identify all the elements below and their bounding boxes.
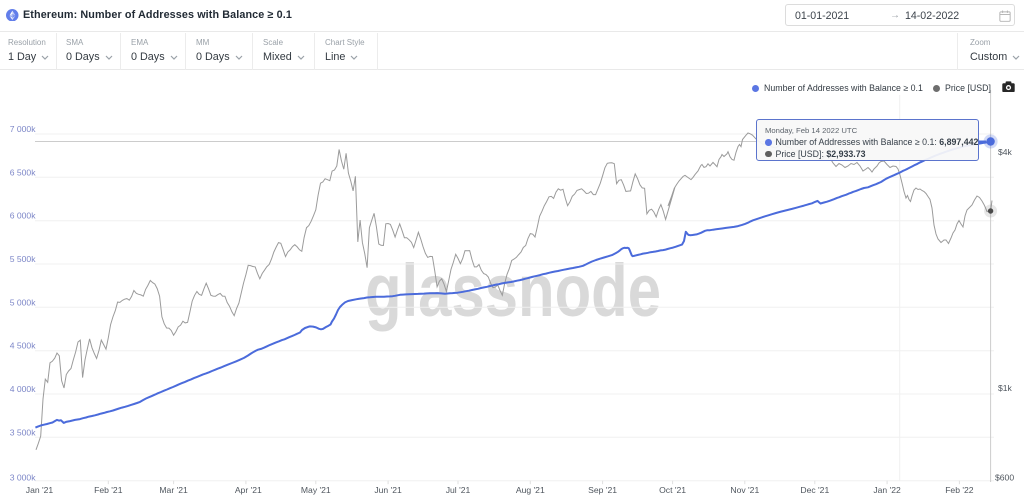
svg-text:$1k: $1k	[998, 383, 1013, 393]
svg-text:Nov '21: Nov '21	[730, 485, 759, 495]
svg-text:7 000k: 7 000k	[10, 124, 37, 134]
svg-text:$4k: $4k	[998, 147, 1013, 157]
svg-text:Jun '21: Jun '21	[374, 485, 402, 495]
svg-text:6 500k: 6 500k	[10, 167, 37, 177]
svg-text:Sep '21: Sep '21	[588, 485, 617, 495]
svg-text:glassnode: glassnode	[365, 249, 661, 332]
svg-text:4 500k: 4 500k	[10, 341, 37, 351]
svg-text:May '21: May '21	[301, 485, 331, 495]
svg-text:4 000k: 4 000k	[10, 384, 37, 394]
svg-text:Feb '21: Feb '21	[94, 485, 123, 495]
svg-text:3 000k: 3 000k	[10, 473, 37, 483]
svg-text:Apr '21: Apr '21	[235, 485, 262, 495]
svg-text:Feb '22: Feb '22	[945, 485, 974, 495]
svg-text:Jan '22: Jan '22	[873, 485, 901, 495]
svg-text:3 500k: 3 500k	[10, 427, 37, 437]
svg-text:Jul '21: Jul '21	[446, 485, 471, 495]
svg-text:Oct '21: Oct '21	[659, 485, 686, 495]
svg-text:$600: $600	[995, 473, 1014, 483]
svg-text:5 500k: 5 500k	[10, 254, 37, 264]
svg-text:Jan '21: Jan '21	[26, 485, 54, 495]
svg-text:Mar '21: Mar '21	[159, 485, 188, 495]
svg-text:6 000k: 6 000k	[10, 211, 37, 221]
svg-text:5 000k: 5 000k	[10, 297, 37, 307]
svg-text:Aug '21: Aug '21	[516, 485, 545, 495]
svg-text:Dec '21: Dec '21	[800, 485, 829, 495]
